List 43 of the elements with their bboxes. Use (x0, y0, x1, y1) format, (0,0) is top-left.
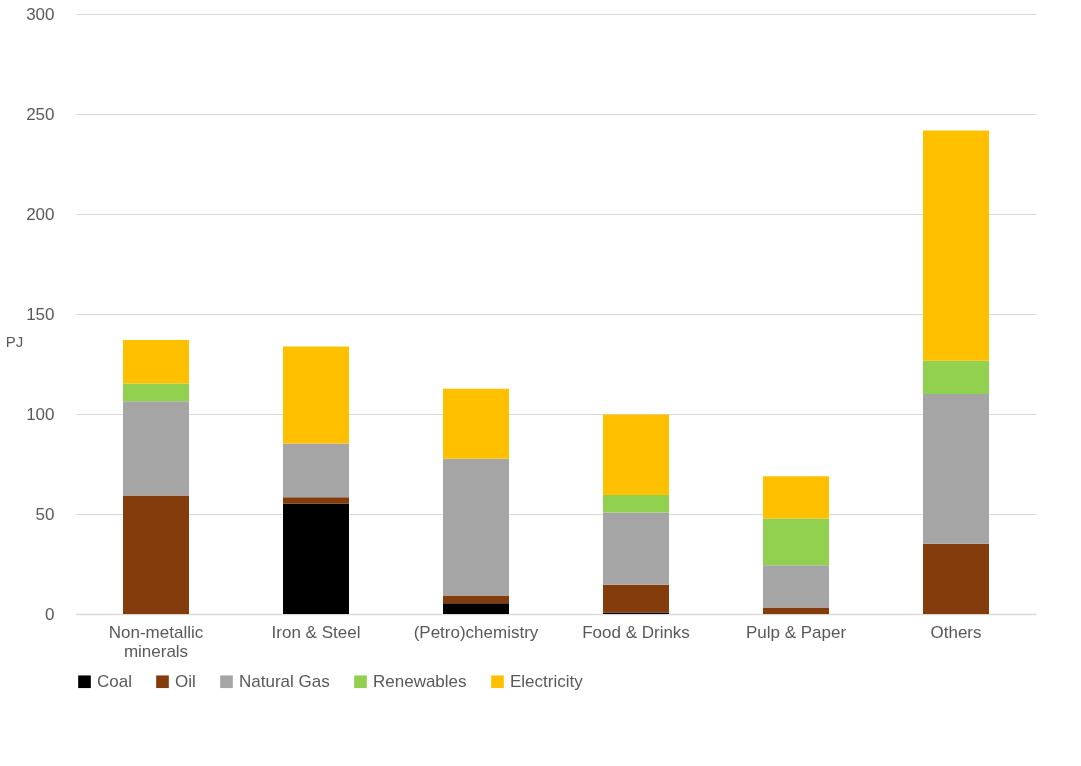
y-tick-label: 300 (26, 4, 55, 24)
legend-label: Renewables (373, 671, 467, 691)
bar (923, 360, 989, 394)
x-tick-label: Food & Drinks (582, 622, 690, 642)
y-tick-label: 250 (26, 104, 55, 124)
bar (763, 565, 829, 608)
x-tick-label: (Petro)chemistry (413, 622, 539, 642)
bar (443, 388, 509, 459)
bar (923, 543, 989, 614)
legend-label: Natural Gas (239, 671, 330, 691)
x-tick-label: Pulp & Paper (745, 622, 847, 642)
legend-label: Oil (175, 671, 196, 691)
y-tick-label: 100 (26, 404, 55, 424)
bar (123, 401, 189, 496)
legend-label: Coal (97, 671, 132, 691)
bar (283, 346, 349, 444)
x-tick-label: Others (930, 622, 982, 642)
bar (763, 476, 829, 519)
bar (443, 458, 509, 596)
legend-label: Electricity (510, 671, 584, 691)
bar (603, 584, 669, 613)
bar (603, 512, 669, 585)
bar (923, 394, 989, 544)
bar (123, 340, 189, 384)
bar (763, 518, 829, 566)
x-tick-label: Non-metallic minerals (108, 622, 204, 661)
bar (283, 443, 349, 498)
bar (603, 495, 669, 513)
bar (123, 383, 189, 402)
y-tick-label: 200 (26, 204, 55, 224)
y-tick-label: 150 (26, 304, 55, 324)
bar (763, 607, 829, 614)
bar (283, 503, 349, 614)
bar (443, 595, 509, 604)
bar (443, 603, 509, 614)
x-tick-label: Iron & Steel (271, 622, 361, 642)
y-axis-title: PJ (5, 332, 24, 350)
y-tick-label: 0 (45, 604, 55, 624)
bar (923, 130, 989, 361)
bar (283, 497, 349, 504)
bar (123, 495, 189, 614)
bar (603, 414, 669, 495)
y-tick-label: 50 (35, 504, 55, 524)
